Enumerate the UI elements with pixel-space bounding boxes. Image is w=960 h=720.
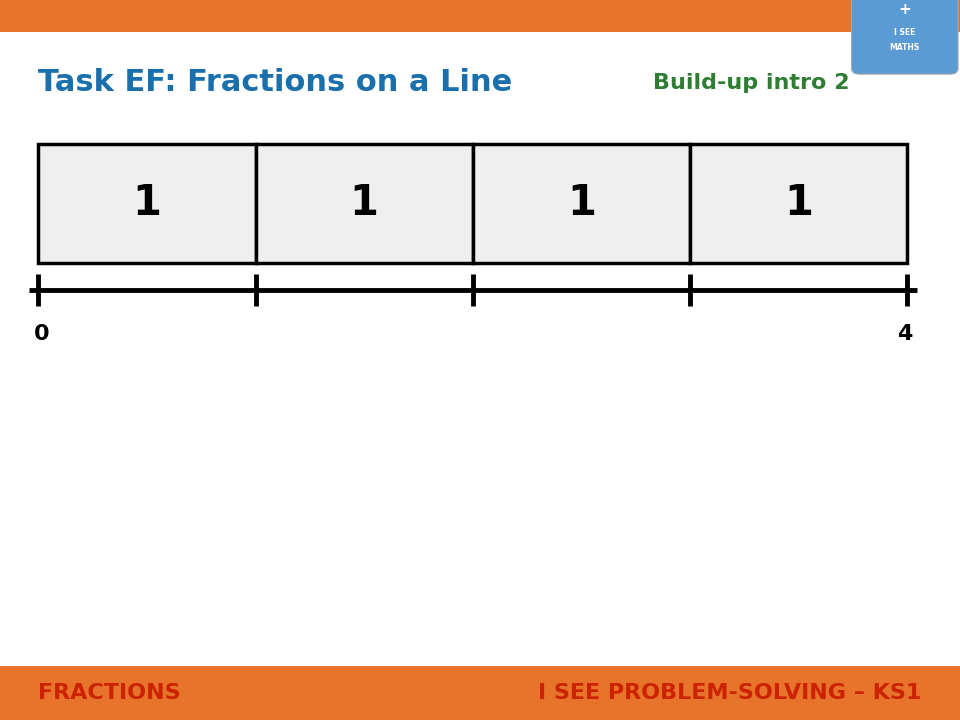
Text: 0: 0 — [34, 324, 49, 344]
Text: 4: 4 — [897, 324, 912, 344]
Text: I SEE: I SEE — [894, 27, 916, 37]
Bar — [38, 144, 255, 263]
FancyBboxPatch shape — [852, 0, 958, 74]
Bar — [690, 144, 907, 263]
Text: +: + — [899, 2, 911, 17]
Bar — [472, 144, 690, 263]
Text: MATHS: MATHS — [890, 42, 920, 52]
Text: Build-up intro 2: Build-up intro 2 — [653, 73, 850, 93]
Bar — [255, 144, 472, 263]
Text: 1: 1 — [567, 182, 596, 225]
Bar — [0, 0, 960, 32]
Text: 1: 1 — [784, 182, 813, 225]
Text: I SEE PROBLEM-SOLVING – KS1: I SEE PROBLEM-SOLVING – KS1 — [539, 683, 922, 703]
Bar — [0, 666, 960, 720]
Text: 1: 1 — [349, 182, 378, 225]
Text: FRACTIONS: FRACTIONS — [38, 683, 181, 703]
Text: 1: 1 — [132, 182, 161, 225]
Text: Task EF: Fractions on a Line: Task EF: Fractions on a Line — [38, 68, 513, 97]
